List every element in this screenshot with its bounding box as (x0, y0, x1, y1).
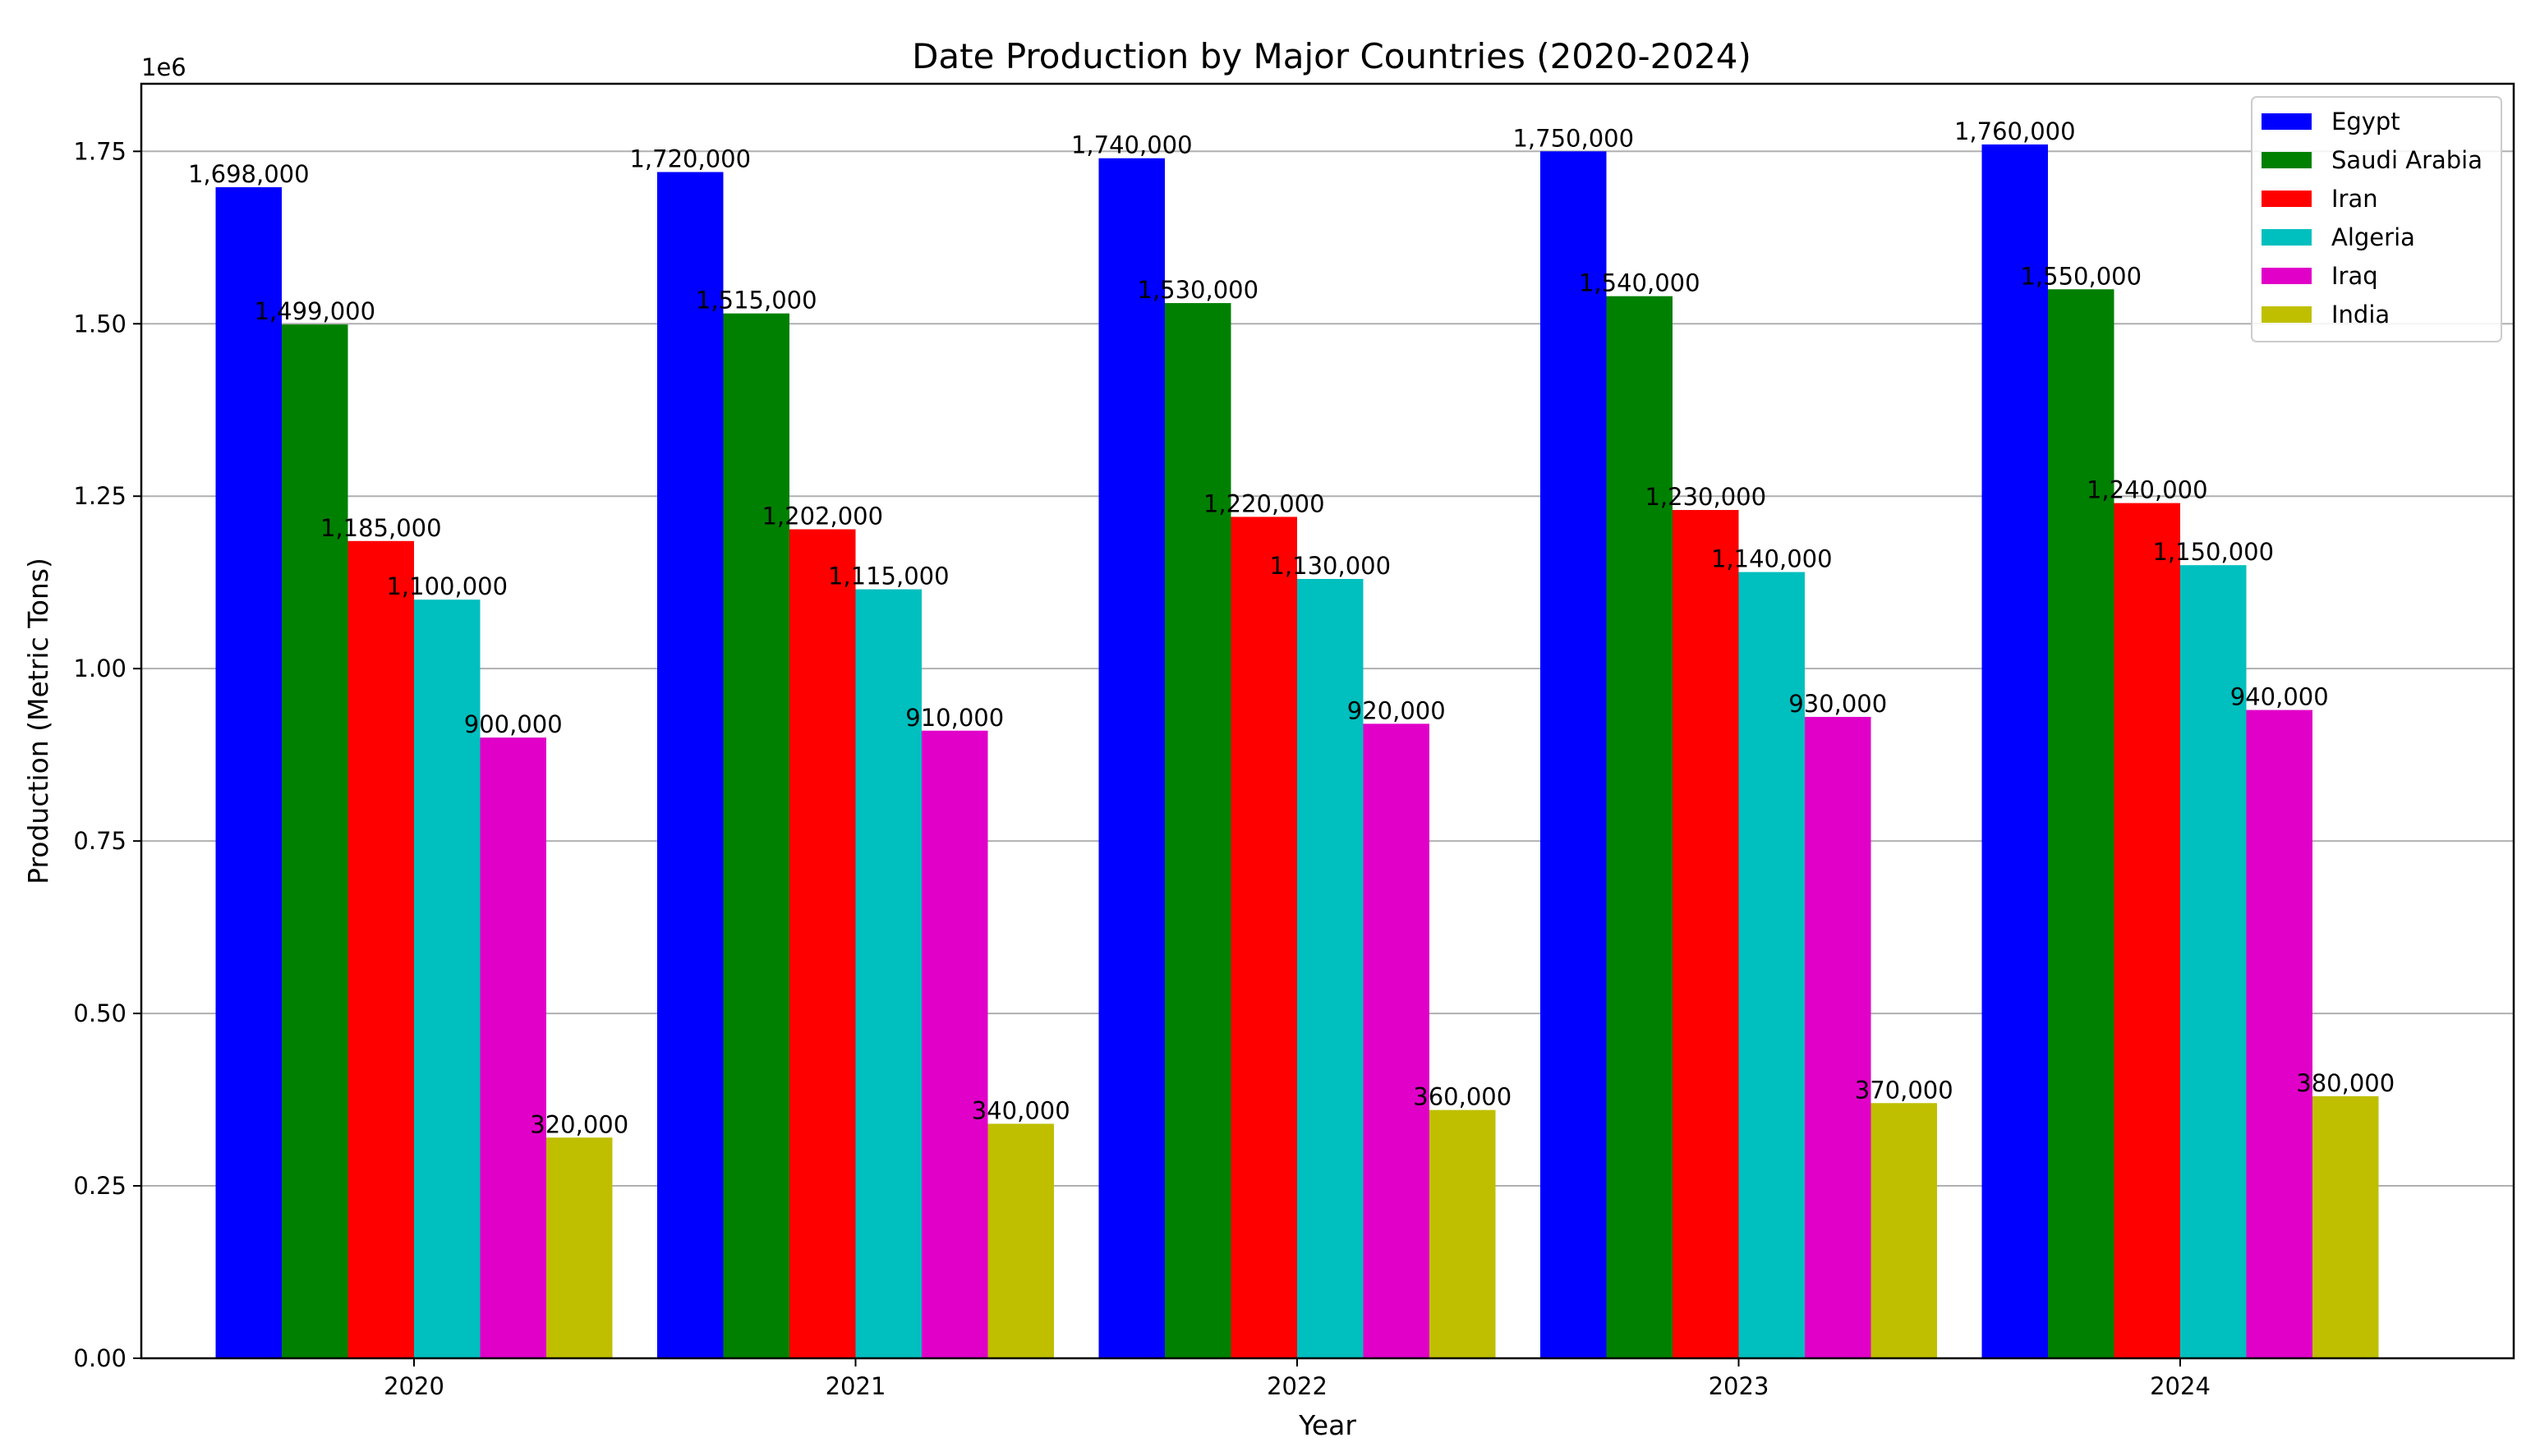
data-label-iraq-2022: 920,000 (1347, 696, 1446, 724)
x-tick-label-2022: 2022 (1267, 1372, 1328, 1400)
data-label-saudi-arabia-2022: 1,530,000 (1137, 276, 1258, 304)
legend-label-saudi-arabia: Saudi Arabia (2331, 146, 2482, 174)
data-label-india-2021: 340,000 (972, 1096, 1070, 1124)
bar-algeria-2020 (414, 599, 481, 1358)
bars (215, 144, 2379, 1359)
legend-label-algeria: Algeria (2331, 223, 2415, 251)
bar-iraq-2021 (922, 730, 988, 1358)
bar-saudi-arabia-2021 (723, 313, 789, 1358)
y-tick-label: 0.00 (73, 1344, 127, 1372)
y-tick-label: 1.50 (73, 310, 127, 338)
data-label-algeria-2020: 1,100,000 (386, 572, 508, 600)
y-tick-label: 0.25 (73, 1172, 127, 1200)
data-label-saudi-arabia-2020: 1,499,000 (254, 297, 375, 325)
bar-india-2020 (546, 1137, 613, 1358)
data-label-egypt-2023: 1,750,000 (1512, 124, 1634, 152)
legend-label-iraq: Iraq (2331, 262, 2378, 290)
bar-algeria-2021 (855, 589, 922, 1358)
data-label-saudi-arabia-2024: 1,550,000 (2020, 262, 2142, 290)
data-label-saudi-arabia-2021: 1,515,000 (696, 287, 817, 315)
bar-iran-2023 (1673, 510, 1739, 1359)
legend-swatch-iraq (2262, 268, 2312, 284)
data-label-egypt-2020: 1,698,000 (188, 160, 310, 188)
data-label-egypt-2021: 1,720,000 (629, 145, 751, 172)
bar-india-2021 (987, 1123, 1054, 1358)
bar-saudi-arabia-2023 (1606, 296, 1673, 1359)
chart-title: Date Production by Major Countries (2020… (912, 36, 1751, 76)
bar-algeria-2024 (2180, 565, 2247, 1358)
bar-egypt-2023 (1540, 151, 1607, 1359)
bar-india-2023 (1870, 1103, 1937, 1358)
data-label-iran-2021: 1,202,000 (762, 503, 883, 530)
bar-saudi-arabia-2022 (1165, 303, 1231, 1358)
bar-egypt-2021 (657, 172, 724, 1359)
bar-iran-2024 (2114, 503, 2180, 1358)
data-label-iran-2023: 1,230,000 (1645, 483, 1766, 511)
bar-iraq-2024 (2246, 710, 2312, 1358)
data-label-algeria-2022: 1,130,000 (1269, 552, 1391, 580)
data-label-india-2023: 370,000 (1855, 1076, 1953, 1104)
bar-iran-2021 (789, 529, 856, 1358)
x-tick-label-2020: 2020 (384, 1372, 444, 1400)
bar-iraq-2022 (1363, 723, 1429, 1358)
bar-algeria-2023 (1738, 572, 1805, 1358)
data-label-iran-2020: 1,185,000 (320, 514, 442, 542)
x-axis-ticks: 2020 2021 2022 2023 2024 (384, 1358, 2211, 1400)
x-axis-label: Year (1298, 1409, 1356, 1441)
legend-swatch-egypt (2262, 113, 2312, 130)
data-label-iraq-2021: 910,000 (905, 704, 1004, 732)
legend-label-india: India (2331, 301, 2390, 328)
legend-label-iran: Iran (2331, 185, 2378, 213)
x-tick-label-2021: 2021 (826, 1372, 886, 1400)
data-label-iraq-2024: 940,000 (2230, 683, 2329, 711)
bar-egypt-2022 (1098, 158, 1165, 1358)
bar-india-2022 (1429, 1109, 1496, 1358)
y-axis-ticks: 0.00 0.25 0.50 0.75 1.00 1.25 1.50 1.75 (73, 137, 141, 1372)
data-label-algeria-2024: 1,150,000 (2152, 538, 2274, 566)
data-label-algeria-2021: 1,115,000 (828, 563, 950, 590)
data-label-iran-2024: 1,240,000 (2087, 476, 2208, 504)
legend-swatch-saudi-arabia (2262, 152, 2312, 168)
y-tick-label: 1.25 (73, 482, 127, 510)
data-label-iran-2022: 1,220,000 (1203, 489, 1325, 517)
bar-iraq-2020 (480, 737, 546, 1358)
data-label-iraq-2023: 930,000 (1788, 690, 1887, 718)
legend-swatch-iran (2262, 191, 2312, 207)
legend-swatch-algeria (2262, 229, 2312, 246)
x-tick-label-2024: 2024 (2150, 1372, 2211, 1400)
bar-iran-2022 (1231, 517, 1297, 1358)
data-label-india-2022: 360,000 (1413, 1083, 1512, 1111)
bar-egypt-2020 (215, 186, 282, 1359)
x-tick-label-2023: 2023 (1709, 1372, 1769, 1400)
bar-iran-2020 (347, 540, 414, 1358)
data-label-saudi-arabia-2023: 1,540,000 (1579, 269, 1700, 297)
legend-swatch-india (2262, 306, 2312, 323)
data-label-iraq-2020: 900,000 (464, 710, 563, 738)
bar-saudi-arabia-2024 (2048, 289, 2114, 1358)
data-label-egypt-2024: 1,760,000 (1954, 117, 2076, 145)
y-axis-offset-text: 1e6 (141, 53, 186, 81)
legend-box (2251, 96, 2502, 342)
bar-egypt-2024 (1981, 144, 2048, 1358)
data-labels: 1,698,000 1,499,000 1,185,000 1,100,000 900,… (188, 117, 2395, 1138)
bar-saudi-arabia-2020 (282, 324, 348, 1358)
data-label-algeria-2023: 1,140,000 (1711, 545, 1833, 573)
legend-label-egypt: Egypt (2331, 108, 2400, 135)
bar-algeria-2022 (1297, 578, 1364, 1358)
plot-area-frame (140, 82, 2515, 1360)
y-axis-label: Production (Metric Tons) (22, 558, 54, 884)
y-tick-label: 0.50 (73, 999, 127, 1027)
data-label-india-2024: 380,000 (2296, 1069, 2395, 1097)
legend: Egypt Saudi Arabia Iran Algeria Iraq India (2251, 96, 2502, 342)
y-tick-label: 0.75 (73, 827, 127, 855)
bar-iraq-2023 (1805, 716, 1871, 1358)
data-label-egypt-2022: 1,740,000 (1071, 131, 1193, 159)
bar-india-2024 (2312, 1095, 2379, 1358)
y-tick-label: 1.00 (73, 655, 127, 682)
y-tick-label: 1.75 (73, 137, 127, 165)
data-label-india-2020: 320,000 (530, 1110, 628, 1138)
